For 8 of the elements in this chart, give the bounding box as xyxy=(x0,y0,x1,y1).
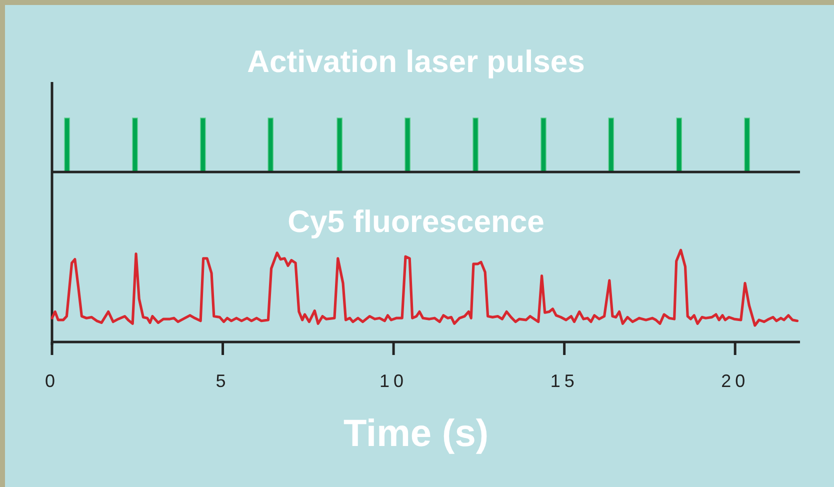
x-tick-label: 0 xyxy=(44,371,60,391)
x-axis-title: Time (s) xyxy=(343,413,489,455)
x-tick-label: 15 xyxy=(550,371,578,391)
x-tick-label: 5 xyxy=(216,371,230,391)
chart-title: Cy5 fluorescence xyxy=(288,204,544,239)
chart-title: Activation laser pulses xyxy=(247,44,585,79)
x-tick-label: 10 xyxy=(380,371,408,391)
x-tick-label: 20 xyxy=(721,371,750,391)
